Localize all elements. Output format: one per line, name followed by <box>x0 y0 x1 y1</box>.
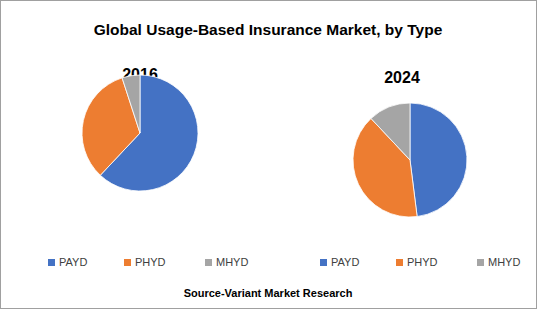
legend-swatch <box>48 259 55 266</box>
legend-swatch <box>124 259 131 266</box>
legend-swatch <box>205 259 212 266</box>
pie-slice <box>122 75 140 133</box>
source-note: Source-Variant Market Research <box>184 287 353 299</box>
legend-label: PHYD <box>135 256 166 268</box>
legend-label: MHYD <box>216 256 248 268</box>
legend-label: PAYD <box>59 256 87 268</box>
pie-slice <box>371 103 410 160</box>
legend-label: PHYD <box>407 256 438 268</box>
legend-swatch <box>320 259 327 266</box>
legend-label: MHYD <box>488 256 520 268</box>
legend-label: PAYD <box>331 256 359 268</box>
pie-slice <box>410 103 467 217</box>
chart-title: Global Usage-Based Insurance Market, by … <box>94 21 443 38</box>
pie-slices <box>353 103 467 217</box>
chart-root: Global Usage-Based Insurance Market, by … <box>0 0 537 309</box>
frame <box>1 1 537 309</box>
pie-slices <box>82 75 198 191</box>
legend-swatch <box>477 259 484 266</box>
pie-year: 2024 <box>384 69 420 86</box>
legend-swatch <box>396 259 403 266</box>
